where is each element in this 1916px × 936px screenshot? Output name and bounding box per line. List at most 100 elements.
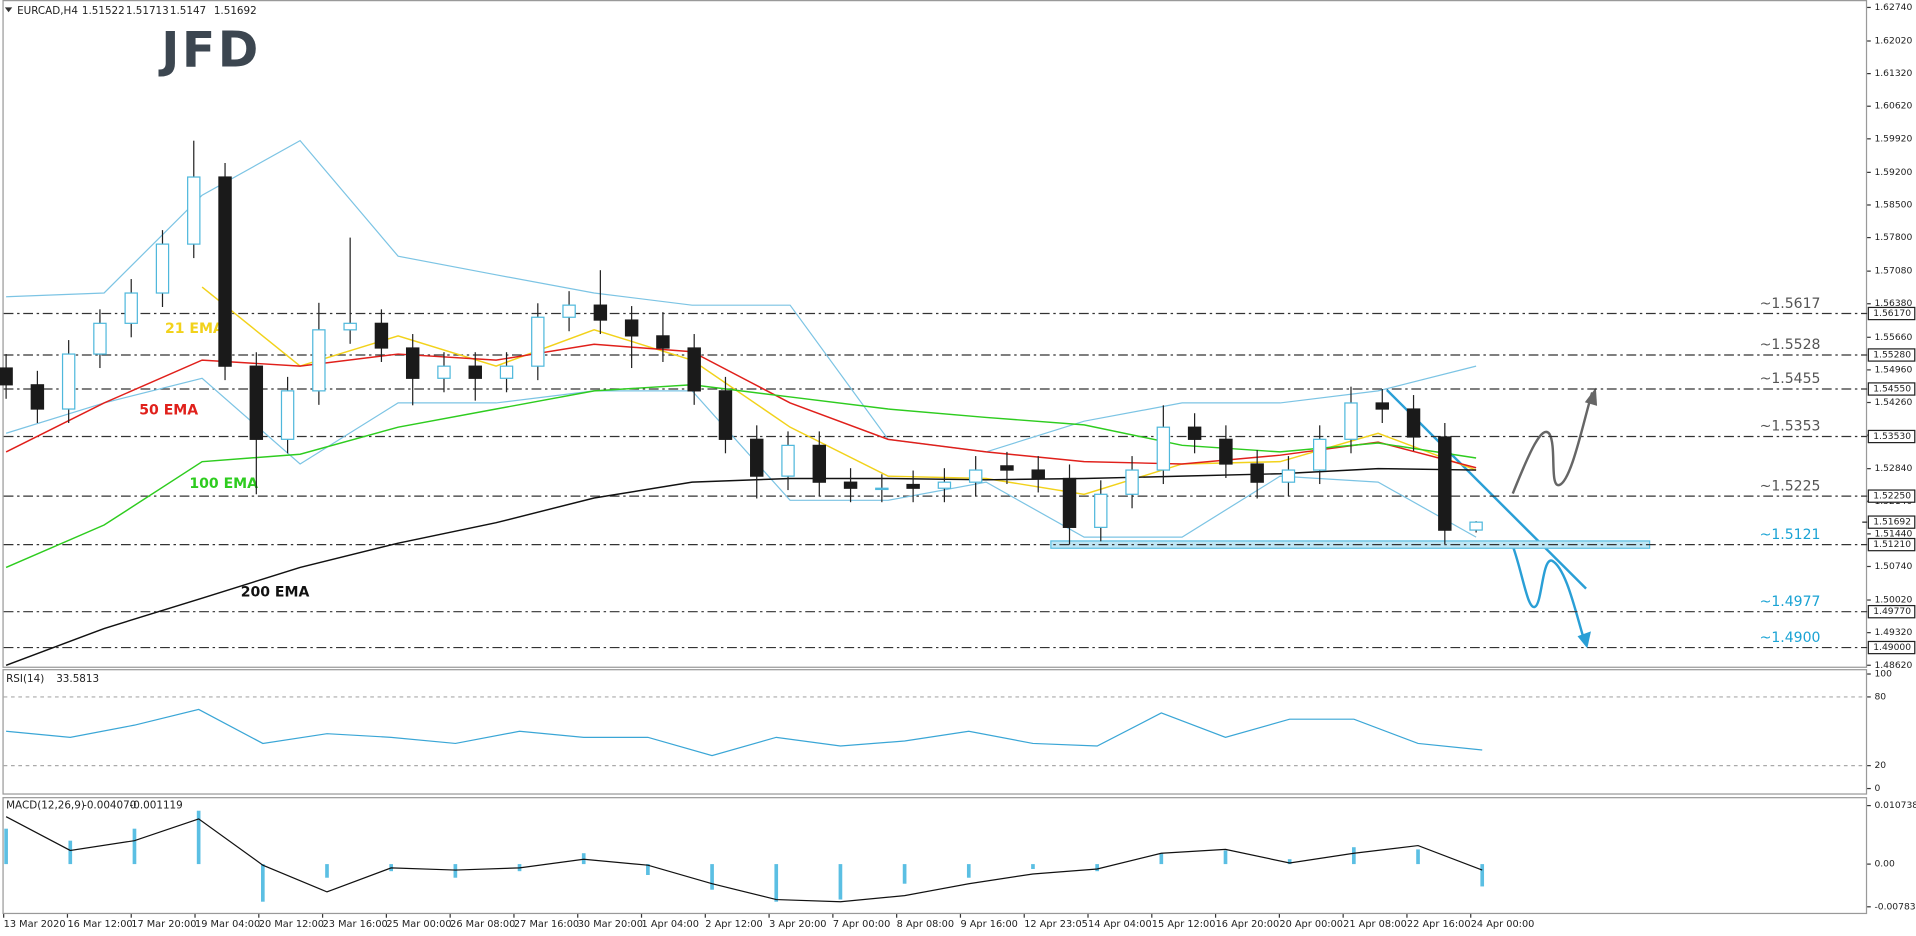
rsi-status: 33.5813 xyxy=(56,673,99,685)
x-tick-label: 22 Apr 16:00 xyxy=(1407,919,1471,930)
price-box xyxy=(1867,306,1916,321)
price-box-label: 1.52250 xyxy=(1873,492,1911,502)
price-box-label: 1.49770 xyxy=(1873,607,1911,617)
ohlc-high: 1.51713 xyxy=(126,5,169,17)
bearish-scenario xyxy=(1511,545,1587,643)
macd-signal xyxy=(5,816,1483,903)
price-box-label: 1.56170 xyxy=(1873,309,1911,319)
y-tick-label: 1.55660 xyxy=(1874,333,1912,343)
x-tick-label: 23 Mar 16:00 xyxy=(323,919,388,930)
price-box-label: 1.49000 xyxy=(1873,643,1911,653)
y-tick-label: 100 xyxy=(1874,670,1892,680)
level-label: ~1.5455 xyxy=(1760,371,1821,387)
ema-label: 50 EMA xyxy=(139,403,198,419)
x-tick-label: 9 Apr 16:00 xyxy=(960,919,1017,930)
ema-line xyxy=(201,286,1477,496)
candle-body xyxy=(124,292,138,324)
x-tick-label: 19 Mar 04:00 xyxy=(195,919,260,930)
y-tick-label: 1.59920 xyxy=(1874,134,1912,144)
x-tick-label: 3 Apr 20:00 xyxy=(769,919,826,930)
x-tick-label: 8 Apr 08:00 xyxy=(897,919,954,930)
y-tick-label: 1.60620 xyxy=(1874,102,1912,112)
candle-body xyxy=(437,365,451,379)
candle-body xyxy=(0,367,13,386)
candle-body xyxy=(1375,402,1389,410)
arrow-head xyxy=(1577,631,1591,649)
ohlc-close: 1.51692 xyxy=(214,5,257,17)
level-label: ~1.5353 xyxy=(1760,419,1821,435)
candle-body xyxy=(93,322,107,355)
y-tick-label: 0.00 xyxy=(1874,860,1895,870)
candle-body xyxy=(937,481,952,489)
candle-body xyxy=(1406,408,1421,438)
candle-body xyxy=(593,304,608,321)
candle-body xyxy=(374,322,389,349)
candle-body xyxy=(968,469,983,483)
x-tick-label: 27 Mar 16:00 xyxy=(514,919,579,930)
y-tick-label: 1.58500 xyxy=(1874,200,1912,210)
candle-body xyxy=(656,335,670,349)
x-tick-label: 17 Mar 20:00 xyxy=(131,919,196,930)
y-tick-label: 80 xyxy=(1874,692,1886,702)
candle-body xyxy=(1469,521,1483,531)
y-tick-label: 1.61320 xyxy=(1874,69,1912,79)
level-label: ~1.4900 xyxy=(1760,630,1821,646)
y-tick-label: 1.62020 xyxy=(1874,37,1912,47)
candle-body xyxy=(750,438,764,477)
rsi-panel xyxy=(2,669,1868,795)
x-tick-label: 12 Apr 23:05 xyxy=(1024,919,1088,930)
level-label: ~1.5225 xyxy=(1760,478,1821,494)
y-tick-label: 1.62740 xyxy=(1874,3,1912,13)
ohlc-open: 1.51522 xyxy=(82,5,125,17)
candle-body xyxy=(1062,477,1077,528)
candle-body xyxy=(187,176,201,245)
y-tick-label: 1.48620 xyxy=(1874,661,1912,671)
y-tick-label: 20 xyxy=(1874,761,1886,771)
price-box-label: 1.54550 xyxy=(1873,385,1911,395)
candle-body xyxy=(1219,438,1233,465)
macd-status: -0.004070 xyxy=(83,800,136,812)
price-box xyxy=(1867,348,1916,362)
x-tick-label: 1 Apr 04:00 xyxy=(642,919,699,930)
price-box-label: 1.51210 xyxy=(1873,540,1911,550)
candle-body xyxy=(906,483,920,489)
symbol: EURCAD,H4 xyxy=(17,5,78,17)
y-tick-label: -0.007837 xyxy=(1874,902,1916,912)
y-tick-label: 1.51440 xyxy=(1874,529,1912,539)
main-panel xyxy=(2,0,1868,668)
price-box xyxy=(1867,640,1916,655)
candle-body xyxy=(405,347,420,379)
ema-line xyxy=(5,467,1477,666)
y-tick-label: 1.56380 xyxy=(1874,299,1912,309)
ohlc-low: 1.5147 xyxy=(170,5,206,17)
candle-body xyxy=(280,390,295,440)
x-tick-label: 20 Mar 12:00 xyxy=(259,919,324,930)
x-tick-label: 24 Apr 00:00 xyxy=(1471,919,1535,930)
macd-title: MACD(12,26,9) xyxy=(6,800,85,812)
x-tick-label: 15 Apr 12:00 xyxy=(1152,919,1216,930)
ema-label: 200 EMA xyxy=(241,584,310,600)
candle-body xyxy=(812,444,827,483)
candle-body xyxy=(1094,493,1108,528)
candle-body xyxy=(843,481,858,489)
candle-body xyxy=(531,316,545,367)
y-tick-label: 1.49320 xyxy=(1874,628,1912,638)
macd-panel xyxy=(2,797,1868,915)
candle-body xyxy=(1438,436,1452,531)
candle-body xyxy=(875,487,889,491)
level-label: ~1.4977 xyxy=(1760,594,1821,610)
y-tick-label: 0.010738 xyxy=(1874,801,1916,811)
y-tick-label: 0 xyxy=(1874,784,1880,794)
macd-status: -0.001119 xyxy=(130,800,183,812)
y-tick-label: 1.54960 xyxy=(1874,365,1912,375)
price-box xyxy=(1867,429,1916,444)
x-tick-label: 25 Mar 00:00 xyxy=(386,919,451,930)
rsi-title: RSI(14) xyxy=(6,673,44,685)
menu-arrow[interactable] xyxy=(4,7,13,13)
bullish-scenario xyxy=(1511,392,1594,495)
ema-label: 100 EMA xyxy=(189,476,258,492)
candle-body xyxy=(61,353,76,410)
x-tick-label: 14 Apr 04:00 xyxy=(1088,919,1152,930)
